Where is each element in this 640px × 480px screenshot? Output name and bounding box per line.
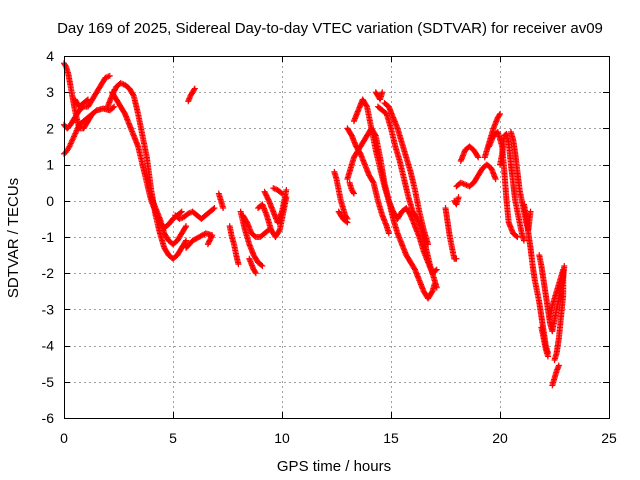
data-point: [475, 154, 482, 161]
data-point: [258, 262, 265, 269]
data-point: [191, 85, 198, 92]
data-point: [551, 357, 558, 364]
y-tick-label: -2: [42, 265, 55, 281]
data-point: [259, 262, 266, 269]
data-point: [283, 186, 290, 193]
data-point: [492, 176, 499, 183]
data-point: [62, 62, 69, 69]
data-point: [363, 102, 370, 109]
data-point: [110, 104, 117, 111]
data-point: [520, 237, 527, 244]
data-point: [106, 72, 113, 79]
y-axis-label: SDTVAR / TECUs: [5, 178, 22, 298]
data-point: [350, 190, 357, 197]
data-point: [178, 208, 185, 215]
data-point: [453, 255, 460, 262]
data-point: [210, 205, 217, 212]
data-point: [428, 289, 435, 296]
data-point: [252, 268, 259, 275]
data-point: [182, 224, 189, 231]
plot-frame: [64, 56, 610, 419]
y-tick-label: 1: [46, 157, 54, 173]
data-point: [183, 223, 190, 230]
data-point: [344, 219, 351, 226]
data-point: [89, 110, 96, 117]
data-point: [191, 86, 198, 93]
y-tick-label: -6: [42, 410, 55, 426]
data-point: [455, 194, 462, 201]
y-tick-labels: -6 -5 -4 -3 -2 -1 0 1 2 3 4: [42, 48, 55, 426]
data-point: [204, 241, 211, 248]
x-tick-labels: 0 5 10 15 20 25: [60, 430, 617, 446]
data-point: [83, 97, 90, 104]
y-tick-label: 4: [46, 48, 54, 64]
data-point: [265, 196, 272, 203]
y-tick-label: -4: [42, 338, 55, 354]
x-axis-label: GPS time / hours: [277, 458, 391, 475]
data-point: [88, 111, 95, 118]
data-point: [182, 238, 189, 245]
data-point: [220, 205, 227, 212]
data-point: [555, 362, 562, 369]
data-point: [235, 261, 242, 268]
data-point: [369, 178, 376, 185]
data-point: [277, 189, 284, 196]
data-point: [84, 96, 91, 103]
data-point: [350, 189, 357, 196]
y-tick-label: 3: [46, 84, 54, 100]
data-point: [474, 153, 481, 160]
data-point: [433, 266, 440, 273]
data-point: [561, 262, 568, 269]
data-point: [276, 227, 283, 234]
data-point: [111, 103, 118, 110]
x-tick-label: 0: [60, 430, 68, 446]
data-point: [211, 205, 218, 212]
data-point: [279, 190, 285, 197]
data-point: [425, 241, 432, 248]
x-tick-label: 5: [169, 430, 177, 446]
data-point: [343, 218, 350, 225]
data-point: [496, 112, 503, 119]
y-tick-label: 2: [46, 120, 54, 136]
data-point: [130, 91, 137, 98]
x-tick-label: 20: [492, 430, 508, 446]
y-tick-label: -5: [42, 374, 55, 390]
data-point: [183, 237, 190, 244]
data-point: [385, 230, 392, 237]
data-points: [61, 60, 568, 389]
data-point: [433, 284, 440, 291]
data-point: [513, 233, 520, 240]
x-tick-label: 15: [383, 430, 399, 446]
data-point: [379, 89, 386, 96]
data-point: [205, 239, 212, 246]
y-tick-label: -3: [42, 301, 55, 317]
data-point: [252, 270, 259, 277]
y-tick-label: 0: [46, 193, 54, 209]
data-point: [544, 353, 551, 360]
x-tick-label: 10: [274, 430, 290, 446]
x-tick-label: 25: [601, 430, 617, 446]
data-point: [177, 209, 184, 216]
data-point: [514, 234, 521, 240]
data-point: [497, 110, 503, 117]
y-tick-label: -1: [42, 229, 55, 245]
chart-title: Day 169 of 2025, Sidereal Day-to-day VTE…: [57, 20, 603, 37]
